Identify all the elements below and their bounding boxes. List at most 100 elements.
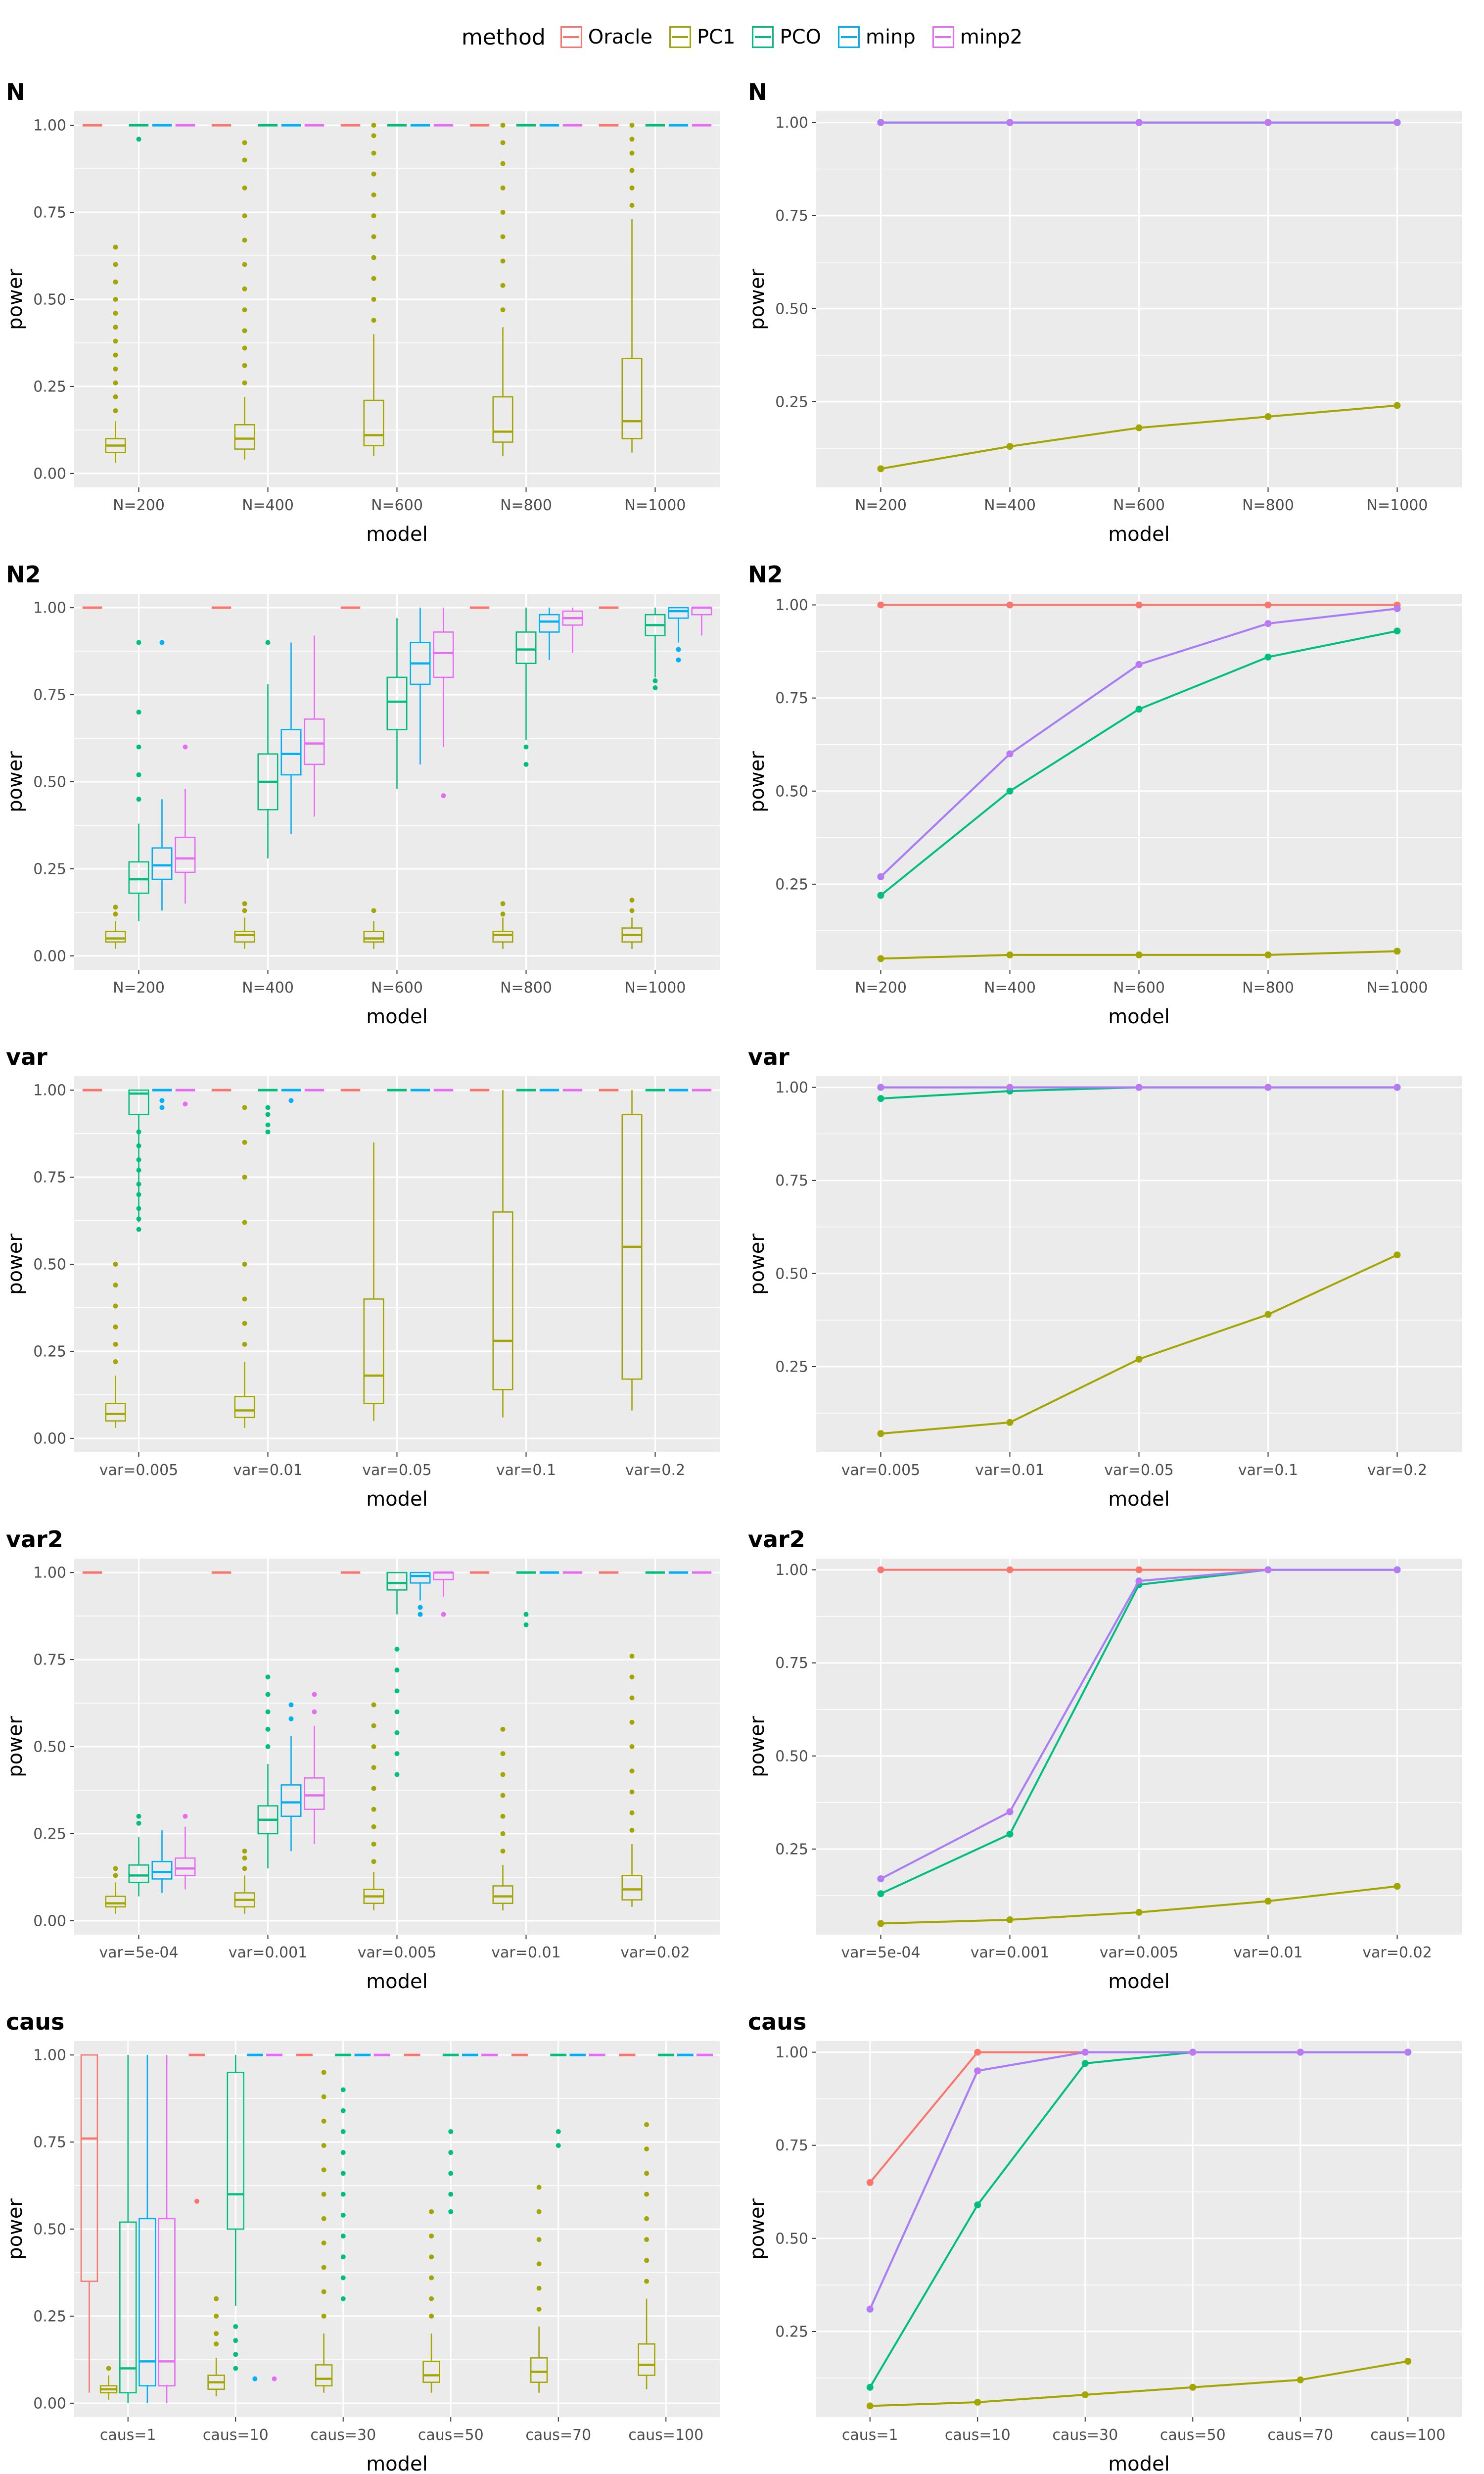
legend-title: method [461, 24, 546, 50]
panel-N-lineplot: 0.25 0.50 0.75 1.00 N=200 N=400 N=600 N=800 N=10… [742, 74, 1484, 557]
legend-item-minp: minp [838, 26, 916, 48]
plot-grid: 0.00 0.25 0.50 0.75 1.00 N=200 N=400 N=600 N=800… [0, 74, 1484, 2474]
svg-text:0.75: 0.75 [775, 1655, 808, 1672]
svg-text:var=0.005: var=0.005 [358, 1944, 437, 1961]
svg-text:0.75: 0.75 [775, 207, 808, 225]
panel-caus-boxplot: 0.00 0.25 0.50 0.75 1.00 caus=1 caus=10 caus=30… [0, 2004, 742, 2474]
svg-text:0.00: 0.00 [33, 1430, 66, 1447]
svg-text:0.75: 0.75 [775, 690, 808, 707]
svg-text:0.50: 0.50 [33, 1739, 66, 1756]
var-lineplot-chart: 0.25 0.50 0.75 1.00 var=0.005 var=0.01 var=0.0… [746, 1044, 1462, 1511]
svg-text:0.75: 0.75 [33, 1169, 66, 1187]
svg-text:var=0.1: var=0.1 [496, 1462, 556, 1479]
svg-text:0.75: 0.75 [775, 1172, 808, 1189]
svg-text:N=1000: N=1000 [1367, 979, 1428, 997]
legend-label: minp [866, 26, 916, 48]
svg-text:N=600: N=600 [371, 979, 423, 997]
svg-text:model: model [366, 1970, 428, 1993]
svg-text:caus=100: caus=100 [628, 2426, 703, 2444]
svg-text:1.00: 1.00 [33, 2047, 66, 2064]
svg-text:0.50: 0.50 [33, 774, 66, 791]
svg-text:N=800: N=800 [1242, 497, 1294, 514]
svg-text:1.00: 1.00 [33, 1565, 66, 1582]
legend-item-PCO: PCO [752, 26, 821, 48]
svg-text:var=0.1: var=0.1 [1238, 1462, 1298, 1479]
svg-text:var=0.01: var=0.01 [975, 1462, 1044, 1479]
panel-caus-lineplot: 0.25 0.50 0.75 1.00 caus=1 caus=10 caus=30 caus… [742, 2004, 1484, 2474]
legend-items: Oracle PC1 PCO minp minp2 [560, 26, 1022, 48]
svg-text:N=1000: N=1000 [625, 979, 686, 997]
svg-text:N2: N2 [748, 561, 783, 588]
svg-text:0.25: 0.25 [33, 378, 66, 395]
svg-text:caus=50: caus=50 [1160, 2426, 1226, 2444]
svg-text:0.75: 0.75 [33, 2134, 66, 2151]
svg-text:caus=50: caus=50 [418, 2426, 484, 2444]
svg-text:N=800: N=800 [500, 979, 552, 997]
svg-text:N=800: N=800 [500, 497, 552, 514]
svg-text:N=200: N=200 [855, 979, 907, 997]
panel-var-lineplot: 0.25 0.50 0.75 1.00 var=0.005 var=0.01 var=0.0… [742, 1039, 1484, 1522]
svg-text:1.00: 1.00 [33, 1082, 66, 1099]
legend-label: minp2 [960, 26, 1023, 48]
svg-text:var=0.005: var=0.005 [1100, 1944, 1179, 1961]
svg-text:N=400: N=400 [984, 497, 1036, 514]
var-boxplot-chart: 0.00 0.25 0.50 0.75 1.00 var=0.005 var=0.01 var… [4, 1044, 720, 1511]
boxplot-key-icon [752, 26, 774, 48]
caus-lineplot-chart: 0.25 0.50 0.75 1.00 caus=1 caus=10 caus=30 caus… [746, 2008, 1462, 2474]
svg-text:0.50: 0.50 [33, 1256, 66, 1274]
svg-text:var=5e-04: var=5e-04 [99, 1944, 178, 1961]
N-boxplot-chart: 0.00 0.25 0.50 0.75 1.00 N=200 N=400 N=600 N=800… [4, 79, 720, 546]
svg-text:0.75: 0.75 [33, 687, 66, 704]
svg-text:var=0.001: var=0.001 [971, 1944, 1050, 1961]
svg-text:N=1000: N=1000 [1367, 497, 1428, 514]
svg-text:caus=10: caus=10 [203, 2426, 269, 2444]
svg-text:0.50: 0.50 [775, 2230, 808, 2247]
svg-text:0.75: 0.75 [775, 2137, 808, 2154]
legend-item-Oracle: Oracle [560, 26, 652, 48]
N2-boxplot-chart: 0.00 0.25 0.50 0.75 1.00 N=200 N=400 N=600 N=800… [4, 561, 720, 1028]
svg-text:model: model [366, 1488, 428, 1511]
svg-text:var=0.02: var=0.02 [620, 1944, 690, 1961]
svg-text:var=0.005: var=0.005 [99, 1462, 179, 1479]
svg-text:power: power [746, 269, 769, 330]
svg-text:1.00: 1.00 [775, 1079, 808, 1096]
svg-text:caus=30: caus=30 [310, 2426, 376, 2444]
svg-text:0.25: 0.25 [775, 1358, 808, 1376]
svg-text:power: power [4, 1716, 27, 1777]
var2-boxplot-chart: 0.00 0.25 0.50 0.75 1.00 var=5e-04 var=0.001 va… [4, 1526, 720, 1993]
svg-text:model: model [1108, 1488, 1170, 1511]
svg-text:power: power [746, 751, 769, 812]
svg-text:1.00: 1.00 [775, 1562, 808, 1579]
svg-text:caus=30: caus=30 [1052, 2426, 1118, 2444]
svg-text:N=1000: N=1000 [625, 497, 686, 514]
svg-text:model: model [1108, 2453, 1170, 2474]
svg-text:0.25: 0.25 [33, 860, 66, 878]
boxplot-key-icon [932, 26, 954, 48]
svg-text:model: model [1108, 523, 1170, 546]
svg-text:N: N [6, 79, 25, 105]
svg-text:var=0.05: var=0.05 [362, 1462, 431, 1479]
svg-text:var=0.005: var=0.005 [841, 1462, 921, 1479]
svg-text:N=200: N=200 [855, 497, 907, 514]
svg-text:power: power [746, 2198, 769, 2260]
panel-var2-boxplot: 0.00 0.25 0.50 0.75 1.00 var=5e-04 var=0.001 va… [0, 1522, 742, 2004]
svg-text:caus=70: caus=70 [525, 2426, 591, 2444]
legend: method Oracle PC1 PCO minp minp2 [0, 0, 1484, 74]
svg-text:var=5e-04: var=5e-04 [841, 1944, 920, 1961]
legend-label: PCO [780, 26, 821, 48]
svg-text:var2: var2 [748, 1526, 805, 1553]
svg-text:1.00: 1.00 [775, 114, 808, 132]
svg-text:var=0.05: var=0.05 [1104, 1462, 1173, 1479]
svg-text:0.25: 0.25 [33, 1825, 66, 1843]
svg-text:0.50: 0.50 [775, 300, 808, 318]
svg-text:caus=1: caus=1 [842, 2426, 898, 2444]
svg-text:0.00: 0.00 [33, 2395, 66, 2412]
svg-text:1.00: 1.00 [775, 2044, 808, 2061]
svg-text:N=200: N=200 [113, 979, 165, 997]
svg-text:N=800: N=800 [1242, 979, 1294, 997]
svg-text:N=400: N=400 [984, 979, 1036, 997]
svg-text:var2: var2 [6, 1526, 63, 1553]
svg-text:var=0.2: var=0.2 [1367, 1462, 1427, 1479]
svg-text:var: var [6, 1044, 47, 1070]
var2-lineplot-chart: 0.25 0.50 0.75 1.00 var=5e-04 var=0.001 var=0.… [746, 1526, 1462, 1993]
